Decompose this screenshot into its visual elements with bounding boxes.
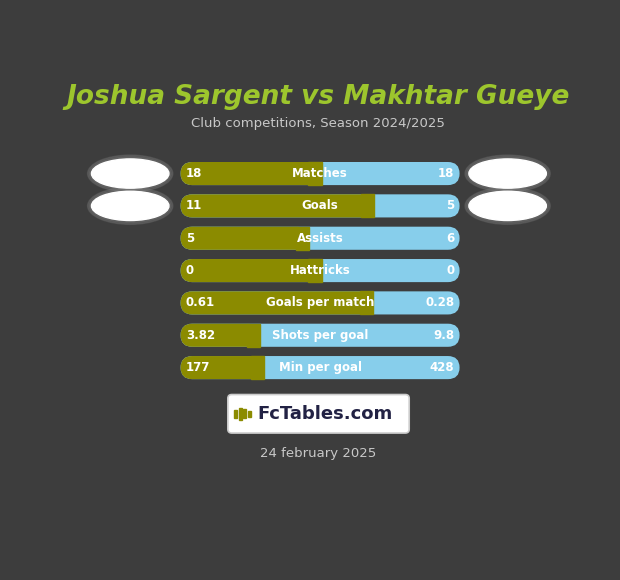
FancyBboxPatch shape [180,291,459,314]
Ellipse shape [92,191,169,220]
Ellipse shape [87,187,173,224]
Text: 18: 18 [186,167,202,180]
FancyBboxPatch shape [180,356,262,379]
Text: Shots per goal: Shots per goal [272,329,368,342]
Text: Hattricks: Hattricks [290,264,350,277]
Ellipse shape [467,158,547,189]
Ellipse shape [469,191,546,220]
Bar [248,411,251,417]
Bar [309,162,322,185]
Text: 5: 5 [446,200,454,212]
FancyBboxPatch shape [180,162,459,185]
Bar [309,259,322,282]
Ellipse shape [91,190,170,222]
Ellipse shape [92,159,169,188]
FancyBboxPatch shape [180,324,259,347]
Text: 24 february 2025: 24 february 2025 [260,447,376,459]
Text: Assists: Assists [297,232,343,245]
Text: 428: 428 [430,361,454,374]
Ellipse shape [87,155,173,192]
FancyBboxPatch shape [180,324,459,347]
Ellipse shape [89,157,171,190]
Ellipse shape [466,189,549,223]
FancyBboxPatch shape [180,356,459,379]
Bar [239,408,242,420]
Text: FcTables.com: FcTables.com [257,405,392,423]
Text: 6: 6 [446,232,454,245]
Text: 177: 177 [186,361,210,374]
Ellipse shape [91,158,170,189]
FancyBboxPatch shape [180,194,459,218]
Text: Goals per match: Goals per match [266,296,374,309]
FancyBboxPatch shape [180,227,459,250]
Text: 0.28: 0.28 [425,296,454,309]
Text: Min per goal: Min per goal [278,361,361,374]
Text: Matches: Matches [292,167,348,180]
Ellipse shape [467,190,547,222]
Ellipse shape [89,189,171,223]
FancyBboxPatch shape [180,194,373,218]
Ellipse shape [465,155,551,192]
Text: 9.8: 9.8 [433,329,454,342]
Bar [361,194,374,218]
Text: 3.82: 3.82 [186,329,215,342]
FancyBboxPatch shape [180,227,308,250]
FancyBboxPatch shape [180,291,372,314]
Bar [247,324,260,347]
Text: 0.61: 0.61 [186,296,215,309]
FancyBboxPatch shape [180,162,320,185]
Text: Club competitions, Season 2024/2025: Club competitions, Season 2024/2025 [191,117,445,130]
FancyBboxPatch shape [180,259,320,282]
Ellipse shape [469,159,546,188]
FancyBboxPatch shape [228,394,409,433]
FancyBboxPatch shape [180,259,459,282]
Text: 0: 0 [446,264,454,277]
Text: 5: 5 [186,232,194,245]
Text: Joshua Sargent vs Makhtar Gueye: Joshua Sargent vs Makhtar Gueye [66,84,569,110]
Bar [243,409,246,418]
Bar [234,410,237,418]
Bar [250,356,264,379]
Text: 18: 18 [438,167,454,180]
Bar [296,227,309,250]
Bar [360,291,373,314]
Text: 0: 0 [186,264,194,277]
Text: Goals: Goals [302,200,339,212]
Ellipse shape [466,157,549,190]
Text: 11: 11 [186,200,202,212]
Ellipse shape [465,187,551,224]
